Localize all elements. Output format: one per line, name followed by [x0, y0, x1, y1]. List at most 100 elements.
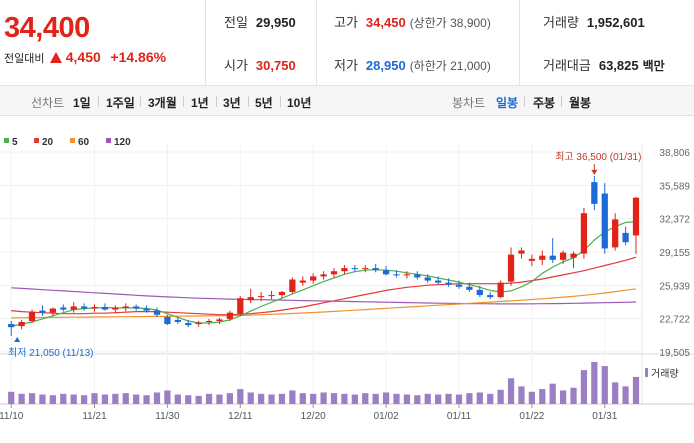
candle-body: [101, 306, 109, 310]
volume-bar: [153, 392, 161, 404]
candle-body: [570, 253, 577, 258]
tab-weekly[interactable]: 주봉: [533, 96, 556, 110]
volume-bar: [403, 394, 411, 404]
volume-bar: [528, 391, 535, 404]
candle-body: [632, 197, 640, 236]
volume-bar: [143, 395, 150, 404]
price-box: 34,400 전일대비 4,450 +14.86%: [0, 0, 206, 86]
volume-bar: [8, 391, 15, 404]
candle-body: [362, 268, 369, 270]
volume-bar: [39, 394, 46, 404]
volume-bar: [351, 394, 358, 404]
candle-chart-label: 봉차트: [452, 96, 486, 110]
candle-body: [507, 254, 515, 282]
stat-low: 저가 28,950 (하한가 21,000): [334, 58, 491, 73]
candle-body: [622, 232, 629, 243]
volume-bar: [601, 366, 608, 404]
volume-bar: [341, 393, 348, 404]
candle-body: [424, 277, 431, 281]
volume-bar: [539, 389, 546, 404]
candle-body: [601, 193, 608, 249]
candle-body: [164, 316, 171, 325]
candle-body: [153, 310, 161, 315]
line-chart-label: 선차트: [31, 96, 65, 110]
candle-body: [403, 274, 411, 276]
candle-body: [487, 295, 494, 298]
candle-body: [580, 213, 588, 254]
volume-bar: [362, 393, 369, 404]
volume-bar: [278, 393, 286, 404]
candle-body: [393, 274, 400, 276]
volume-bar: [466, 393, 473, 404]
volume-bar: [216, 394, 223, 404]
candle-body: [539, 255, 546, 260]
candle-body: [445, 282, 452, 285]
candle-body: [278, 291, 286, 296]
volume-bar: [330, 393, 338, 404]
volume-bar: [205, 393, 213, 404]
tab-3month[interactable]: 3개월: [148, 96, 177, 110]
low-annotation: 최저 21,050 (11/13): [8, 347, 94, 359]
y-tick-label: 35,589: [659, 181, 690, 192]
volume-bar: [507, 378, 515, 404]
volume-bar: [70, 394, 77, 404]
candle-body: [351, 268, 358, 270]
tab-1day[interactable]: 1일: [73, 96, 91, 110]
x-tick-label: 12/20: [301, 411, 326, 422]
stat-trading-value: 거래대금 63,825 백만: [543, 58, 665, 73]
candle-body: [414, 274, 421, 278]
volume-bar: [49, 395, 56, 404]
candle-body: [289, 279, 296, 292]
volume-bar: [258, 393, 265, 404]
candle-body: [518, 250, 525, 254]
low-arrow-icon: [14, 336, 21, 342]
x-tick-label: 11/21: [82, 411, 107, 422]
legend-label: 5: [12, 137, 18, 148]
change-label: 전일대비: [4, 53, 45, 65]
tab-daily[interactable]: 일봉: [496, 96, 519, 110]
x-tick-label: 12/11: [228, 411, 253, 422]
volume-bar: [549, 383, 556, 404]
candle-body: [330, 271, 338, 275]
candle-body: [299, 280, 306, 283]
volume-bar: [591, 362, 598, 404]
volume-bar: [559, 390, 567, 404]
ma-120-line: [11, 287, 637, 305]
tab-5year[interactable]: 5년: [255, 96, 273, 110]
volume-bar: [393, 393, 400, 404]
candle-body: [60, 307, 67, 310]
candle-body: [205, 320, 213, 323]
volume-bar: [612, 382, 619, 404]
volume-bar: [133, 394, 140, 404]
high-annotation: 최고 36,500 (01/31): [555, 151, 641, 163]
volume-bar: [445, 393, 452, 404]
change-percent: +14.86%: [110, 49, 167, 65]
volume-bar: [580, 370, 588, 404]
y-tick-label: 29,155: [659, 248, 690, 259]
volume-bar: [455, 394, 463, 404]
volume-bar: [518, 386, 525, 404]
tab-3year[interactable]: 3년: [223, 96, 241, 110]
volume-bar: [424, 393, 431, 404]
x-tick-label: 11/10: [0, 411, 24, 422]
tab-1year[interactable]: 1년: [191, 96, 209, 110]
ma-20-line: [11, 256, 637, 316]
volume-bar: [310, 393, 317, 404]
candle-body: [18, 322, 25, 327]
tab-1week[interactable]: 1주일: [106, 96, 135, 110]
volume-bar: [289, 390, 296, 404]
divider: [519, 0, 520, 86]
candle-body: [28, 311, 36, 321]
volume-bar: [570, 387, 577, 404]
candle-body: [310, 276, 317, 281]
candle-body: [528, 258, 535, 261]
volume-bar: [195, 395, 202, 404]
volume-bar: [174, 394, 181, 404]
volume-bar: [164, 390, 171, 404]
volume-bar: [476, 392, 483, 404]
ma-60-line: [11, 288, 637, 319]
tab-10year[interactable]: 10년: [287, 96, 312, 110]
candle-body: [382, 270, 390, 275]
candle-body: [549, 255, 556, 260]
tab-monthly[interactable]: 월봉: [569, 96, 592, 110]
